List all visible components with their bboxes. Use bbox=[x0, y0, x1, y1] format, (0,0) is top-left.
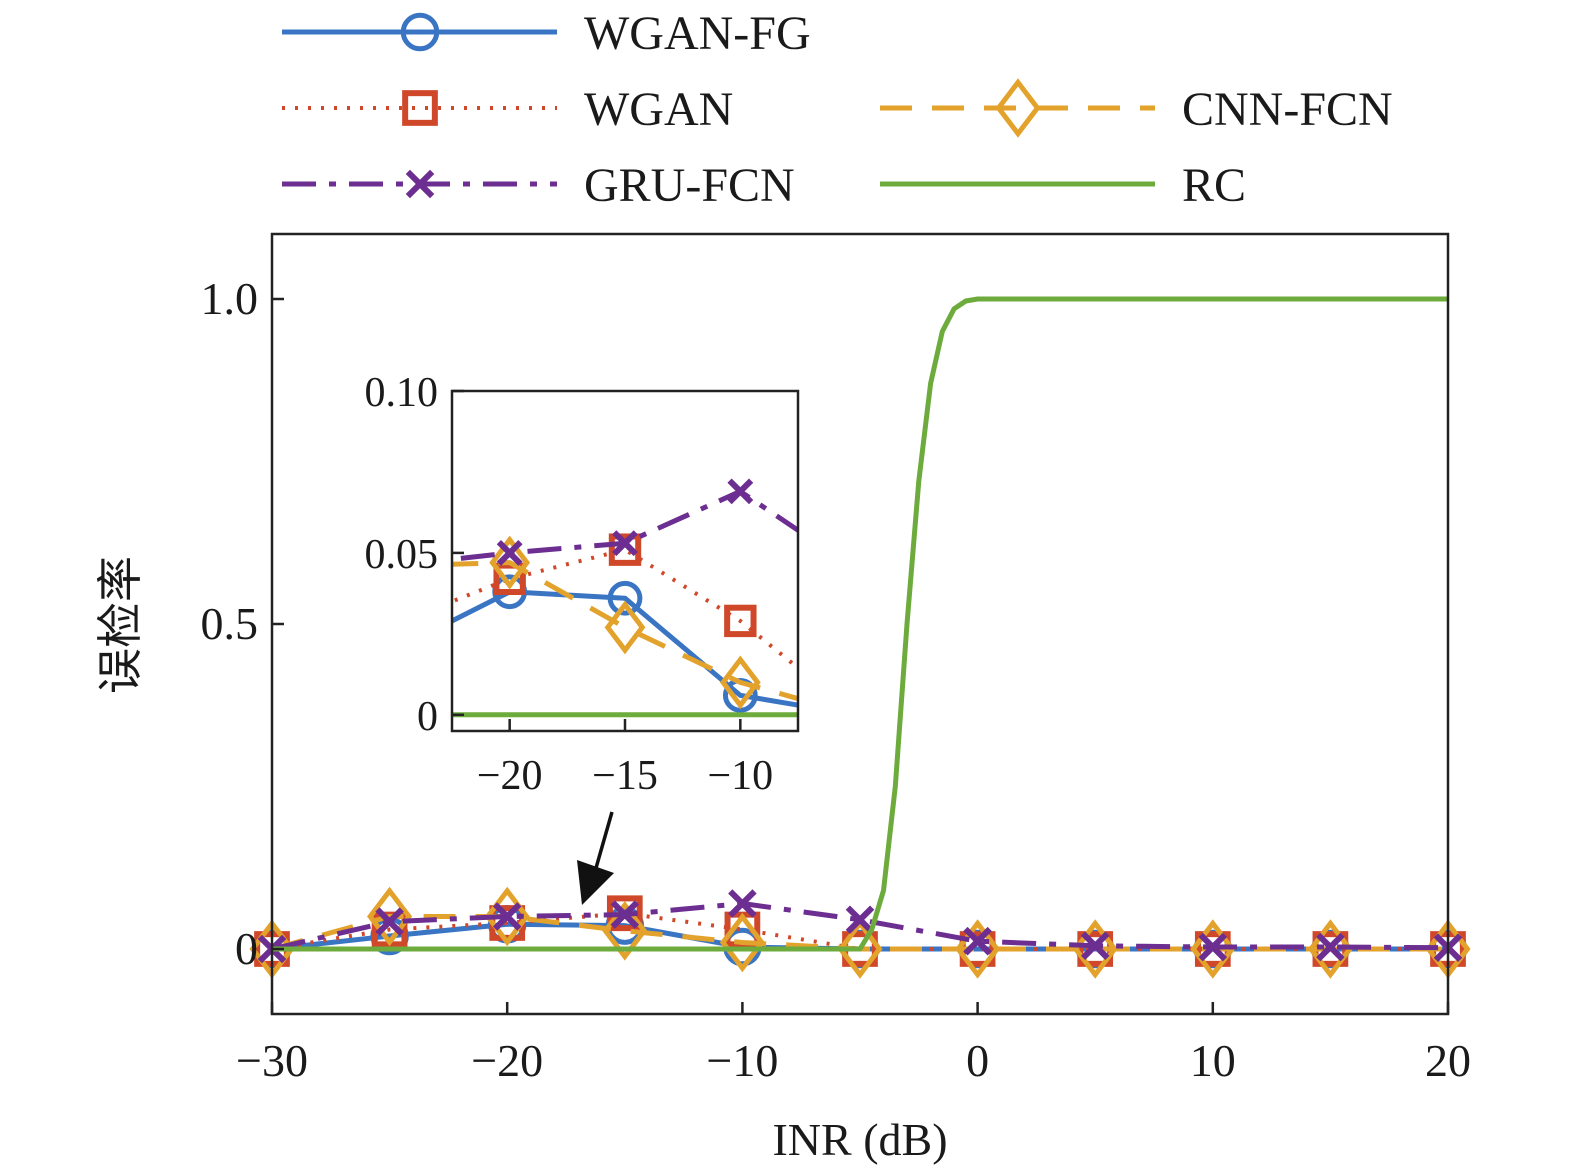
legend-item-rc: RC bbox=[880, 159, 1246, 212]
inset-y-tick-label: 0.10 bbox=[365, 370, 439, 416]
main-point-gru-fcn bbox=[963, 926, 992, 956]
main-x-tick-label: 20 bbox=[1425, 1035, 1471, 1086]
main-y-tick-label: 0 bbox=[235, 923, 258, 974]
main-point-gru-fcn bbox=[728, 889, 757, 918]
inset-x-tick-label: −10 bbox=[707, 753, 773, 799]
main-point-gru-fcn bbox=[845, 905, 875, 935]
legend-label: WGAN-FG bbox=[584, 7, 811, 60]
inset-point-cnn-fcn bbox=[838, 692, 873, 738]
main-x-tick-label: −30 bbox=[236, 1035, 308, 1086]
legend-label: CNN-FCN bbox=[1182, 83, 1393, 136]
main-point-cnn-fcn bbox=[719, 912, 765, 973]
main-point-cnn-fcn bbox=[1072, 919, 1118, 979]
legend-label: GRU-FCN bbox=[584, 159, 795, 212]
zoom-arrow bbox=[577, 811, 614, 905]
legend-marker bbox=[402, 90, 438, 126]
main-line-wgan bbox=[271, 911, 1448, 951]
inset-point-wgan bbox=[608, 533, 642, 566]
main-point-cnn-fcn bbox=[837, 919, 883, 979]
inset-point-gru-fcn bbox=[727, 478, 754, 505]
y-axis-label: 误检率 bbox=[95, 556, 146, 694]
inset-point-wgan-fg bbox=[607, 580, 643, 616]
main-x-tick-label: −20 bbox=[471, 1035, 543, 1086]
main-ticks: −30 −20 −10 0 10 20 0 0.5 1.0 bbox=[201, 273, 1472, 1086]
main-x-tick-label: 10 bbox=[1190, 1035, 1236, 1086]
main-point-cnn-fcn bbox=[1307, 919, 1353, 979]
inset-plot: −20 −15 −10 0 0.05 0.10 bbox=[365, 370, 873, 799]
inset-point-cnn-fcn bbox=[719, 655, 761, 710]
inset-point-gru-fcn bbox=[845, 558, 867, 580]
inset-series-wgan bbox=[381, 533, 868, 728]
main-point-cnn-fcn bbox=[367, 886, 413, 947]
main-y-tick-label: 0.5 bbox=[201, 598, 259, 649]
main-point-gru-fcn bbox=[1080, 931, 1110, 961]
x-axis-label: INR (dB) bbox=[772, 1114, 947, 1165]
legend-marker bbox=[995, 78, 1041, 138]
main-point-cnn-fcn bbox=[484, 886, 530, 947]
main-y-tick-label: 1.0 bbox=[201, 273, 259, 324]
inset-x-tick-label: −15 bbox=[592, 753, 658, 799]
main-series-rc bbox=[272, 296, 1448, 952]
main-x-tick-label: 0 bbox=[966, 1035, 989, 1086]
inset-point-wgan-fg bbox=[379, 635, 409, 665]
inset-x-tick-label: −20 bbox=[477, 753, 543, 799]
legend-label: WGAN bbox=[584, 83, 733, 136]
inset-series-gru-fcn bbox=[452, 478, 867, 580]
inset-point-cnn-fcn bbox=[489, 535, 531, 590]
legend-item-wgan: WGAN bbox=[282, 83, 733, 136]
main-line-rc bbox=[272, 296, 1448, 952]
main-point-gru-fcn bbox=[1316, 932, 1345, 962]
inset-point-wgan bbox=[724, 604, 757, 638]
main-line-gru-fcn bbox=[271, 901, 1449, 952]
inset-y-tick-label: 0 bbox=[417, 694, 438, 740]
inset-point-wgan bbox=[381, 611, 407, 637]
legend-item-cnn-fcn: CNN-FCN bbox=[880, 78, 1393, 138]
inset-line-wgan-fg bbox=[452, 589, 798, 708]
main-point-gru-fcn bbox=[492, 902, 522, 931]
main-point-gru-fcn bbox=[610, 900, 640, 929]
legend: WGAN-FG WGAN CNN-FCN GRU-FCN RC bbox=[282, 7, 1393, 212]
inset-series-cnn-fcn bbox=[452, 535, 873, 738]
inset-series bbox=[379, 478, 873, 738]
inset-point-gru-fcn bbox=[496, 539, 523, 566]
inset-point-wgan-fg bbox=[841, 700, 871, 730]
legend-marker bbox=[400, 12, 440, 52]
inset-y-tick-label: 0.05 bbox=[365, 532, 439, 578]
plot-frame bbox=[270, 232, 1450, 1016]
main-plot: −30 −20 −10 0 10 20 0 0.5 1.0 bbox=[201, 232, 1472, 1086]
inset-point-wgan bbox=[842, 702, 868, 728]
inset-point-cnn-fcn bbox=[604, 600, 646, 655]
main-point-cnn-fcn bbox=[1190, 919, 1236, 979]
inset-point-gru-fcn bbox=[612, 530, 638, 557]
legend-label: RC bbox=[1182, 159, 1246, 212]
main-point-gru-fcn bbox=[1198, 932, 1228, 962]
main-point-gru-fcn bbox=[375, 907, 404, 936]
inset-ticks: −20 −15 −10 0 0.05 0.10 bbox=[365, 370, 774, 799]
main-x-tick-label: −10 bbox=[706, 1035, 778, 1086]
legend-marker bbox=[405, 169, 435, 199]
main-point-cnn-fcn bbox=[602, 901, 648, 961]
inset-point-wgan bbox=[493, 562, 526, 596]
legend-item-gru-fcn: GRU-FCN bbox=[282, 159, 795, 212]
inset-line-cnn-fcn bbox=[452, 560, 798, 702]
legend-item-wgan-fg: WGAN-FG bbox=[282, 7, 811, 60]
